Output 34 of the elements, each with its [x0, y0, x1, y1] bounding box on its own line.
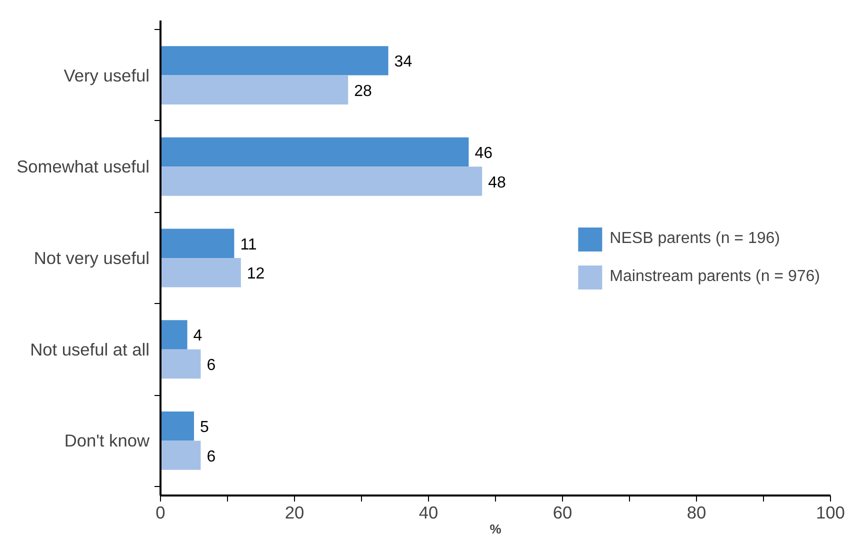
bar	[160, 258, 241, 288]
bar	[160, 228, 234, 258]
data-label: 4	[193, 328, 202, 345]
bar	[160, 166, 482, 196]
data-label: 46	[474, 145, 493, 162]
x-tick-label: 0	[156, 502, 166, 522]
data-label: 28	[354, 82, 372, 100]
data-label: 6	[206, 448, 216, 466]
y-tick-label: Not useful at all	[30, 339, 150, 360]
x-tick-label: 100	[816, 502, 845, 522]
data-label: 6	[206, 356, 216, 374]
legend-label: NESB parents (n = 196)	[610, 230, 780, 248]
bar	[160, 75, 348, 105]
bar	[160, 320, 188, 350]
bar	[160, 411, 194, 441]
bar	[160, 46, 388, 76]
x-tick-label: 60	[552, 502, 572, 522]
x-axis-title: %	[490, 522, 502, 536]
bar	[160, 440, 201, 470]
bar	[160, 349, 201, 379]
data-label: 12	[246, 266, 265, 283]
data-label: 11	[240, 236, 257, 254]
y-tick-label: Very useful	[64, 65, 150, 86]
bar	[160, 137, 469, 167]
x-tick-label: 40	[418, 502, 438, 522]
data-label: 34	[394, 54, 412, 71]
legend-label: Mainstream parents (n = 976)	[610, 268, 820, 286]
x-tick-label: 20	[284, 502, 304, 522]
y-tick-label: Not very useful	[34, 248, 150, 268]
x-tick-label: 80	[686, 502, 706, 522]
data-label: 48	[488, 174, 506, 192]
y-tick-label: Don't know	[64, 430, 150, 451]
y-tick-label: Somewhat useful	[16, 156, 150, 177]
data-label: 5	[200, 419, 209, 436]
